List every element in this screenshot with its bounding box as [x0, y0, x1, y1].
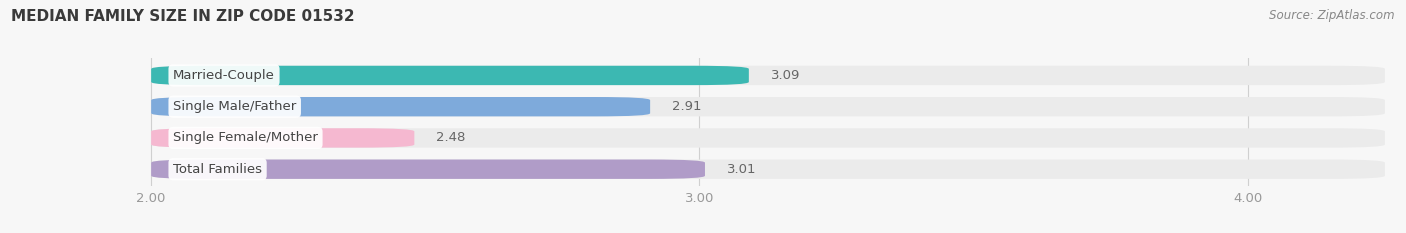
Text: 3.09: 3.09 [770, 69, 800, 82]
FancyBboxPatch shape [150, 160, 704, 179]
Text: Single Male/Father: Single Male/Father [173, 100, 297, 113]
FancyBboxPatch shape [150, 66, 749, 85]
Text: Total Families: Total Families [173, 163, 262, 176]
Text: 2.48: 2.48 [436, 131, 465, 144]
Text: Source: ZipAtlas.com: Source: ZipAtlas.com [1270, 9, 1395, 22]
Text: 3.01: 3.01 [727, 163, 756, 176]
Text: Single Female/Mother: Single Female/Mother [173, 131, 318, 144]
FancyBboxPatch shape [150, 66, 1385, 85]
Text: 2.91: 2.91 [672, 100, 702, 113]
FancyBboxPatch shape [150, 128, 415, 148]
FancyBboxPatch shape [150, 97, 1385, 116]
FancyBboxPatch shape [150, 97, 650, 116]
Text: Married-Couple: Married-Couple [173, 69, 276, 82]
FancyBboxPatch shape [150, 128, 1385, 148]
Text: MEDIAN FAMILY SIZE IN ZIP CODE 01532: MEDIAN FAMILY SIZE IN ZIP CODE 01532 [11, 9, 354, 24]
FancyBboxPatch shape [150, 160, 1385, 179]
